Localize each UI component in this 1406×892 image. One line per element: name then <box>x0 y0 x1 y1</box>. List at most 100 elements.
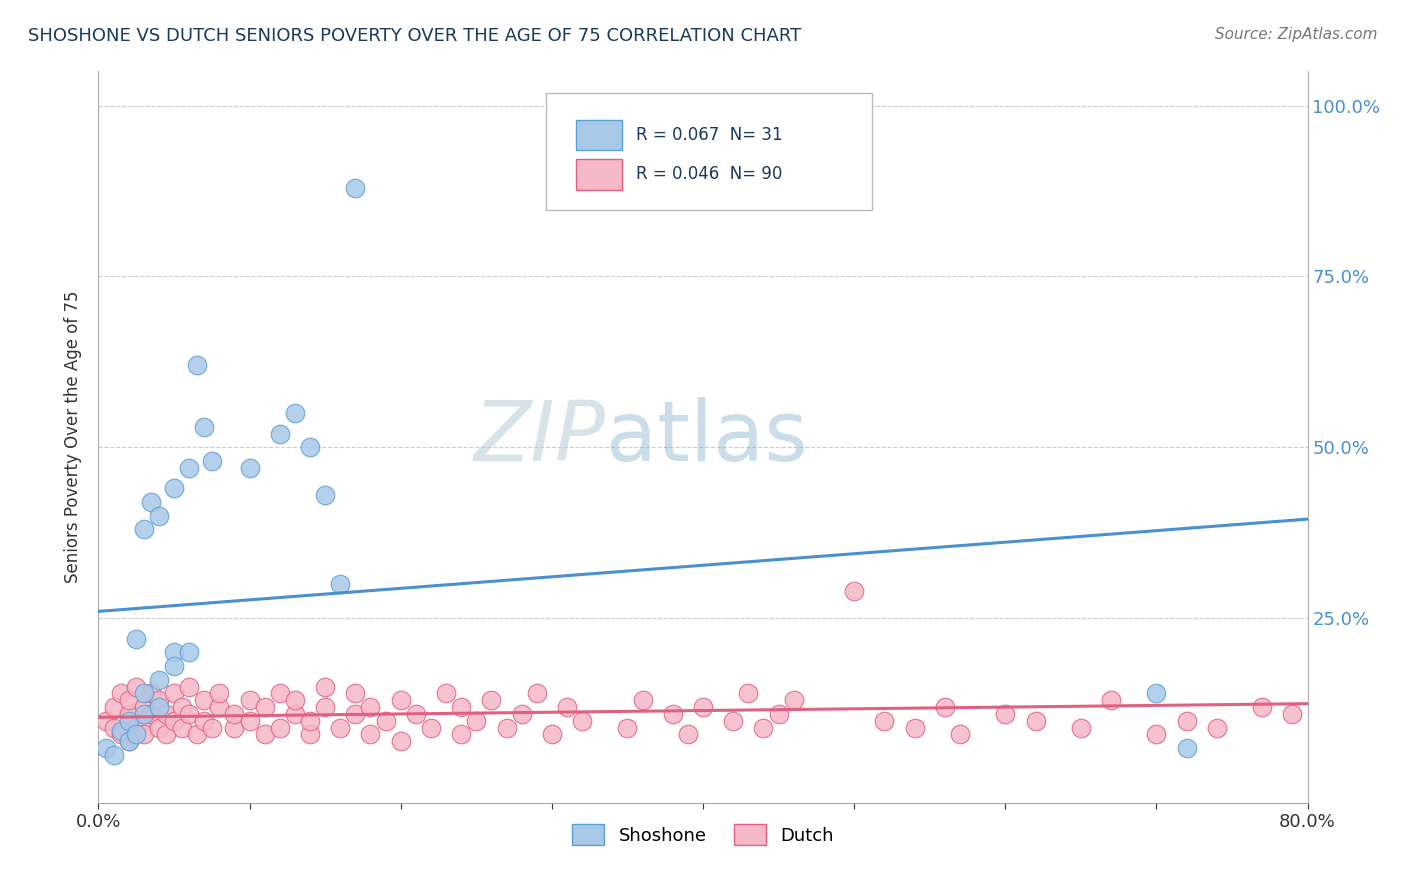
Point <box>208 686 231 700</box>
Point <box>783 693 806 707</box>
Point <box>239 693 262 707</box>
Point <box>1024 714 1046 728</box>
Point <box>186 727 208 741</box>
Point <box>125 632 148 646</box>
Point <box>344 706 367 721</box>
Point <box>132 522 155 536</box>
Text: ZIP: ZIP <box>474 397 606 477</box>
Point <box>141 686 163 700</box>
Point <box>389 734 412 748</box>
Point <box>253 700 276 714</box>
Point <box>148 508 170 523</box>
Point <box>284 406 307 420</box>
Point <box>571 714 593 728</box>
Point <box>179 680 201 694</box>
Point <box>163 481 186 495</box>
Point <box>374 714 396 728</box>
Point <box>360 700 382 714</box>
Point <box>201 721 224 735</box>
Point <box>344 180 367 194</box>
Point <box>949 727 972 741</box>
Point <box>125 680 148 694</box>
Point <box>676 727 699 741</box>
Point <box>314 680 336 694</box>
Point <box>269 721 291 735</box>
Point <box>110 686 132 700</box>
Point <box>389 693 412 707</box>
Point <box>94 714 117 728</box>
Text: Source: ZipAtlas.com: Source: ZipAtlas.com <box>1215 27 1378 42</box>
Point <box>661 706 683 721</box>
Point <box>179 645 201 659</box>
Point <box>768 706 790 721</box>
FancyBboxPatch shape <box>576 120 621 151</box>
Point <box>737 686 759 700</box>
Point <box>510 706 533 721</box>
Point <box>94 741 117 756</box>
Point <box>299 714 322 728</box>
Point <box>344 686 367 700</box>
Text: R = 0.046  N= 90: R = 0.046 N= 90 <box>637 166 783 184</box>
Point <box>193 693 215 707</box>
Point <box>239 714 262 728</box>
Point <box>555 700 578 714</box>
Point <box>201 454 224 468</box>
Point <box>186 359 208 373</box>
Point <box>132 700 155 714</box>
Point <box>110 727 132 741</box>
Point <box>1099 693 1122 707</box>
Y-axis label: Seniors Poverty Over the Age of 75: Seniors Poverty Over the Age of 75 <box>65 291 83 583</box>
Point <box>118 734 141 748</box>
Point <box>904 721 927 735</box>
Legend: Shoshone, Dutch: Shoshone, Dutch <box>565 817 841 852</box>
Point <box>1144 727 1167 741</box>
Point <box>110 724 132 739</box>
Point <box>495 721 517 735</box>
Point <box>193 714 215 728</box>
Point <box>132 714 155 728</box>
Point <box>103 721 125 735</box>
Point <box>132 727 155 741</box>
FancyBboxPatch shape <box>546 94 872 211</box>
Point <box>994 706 1017 721</box>
Point <box>540 727 562 741</box>
Point <box>103 700 125 714</box>
Point <box>224 706 246 721</box>
Point <box>450 727 472 741</box>
Point <box>631 693 654 707</box>
Point <box>132 686 155 700</box>
Point <box>253 727 276 741</box>
Point <box>329 577 352 591</box>
Text: R = 0.067  N= 31: R = 0.067 N= 31 <box>637 126 783 144</box>
Point <box>284 693 307 707</box>
Point <box>148 673 170 687</box>
Point <box>179 460 201 475</box>
Point <box>299 440 322 454</box>
Point <box>450 700 472 714</box>
Point <box>465 714 488 728</box>
Point <box>170 700 193 714</box>
Point <box>723 714 745 728</box>
Point <box>1175 741 1198 756</box>
FancyBboxPatch shape <box>576 159 621 190</box>
Point <box>269 426 291 441</box>
Point <box>118 693 141 707</box>
Point <box>616 721 638 735</box>
Point <box>179 706 201 721</box>
Point <box>118 734 141 748</box>
Point <box>163 645 186 659</box>
Point <box>405 706 427 721</box>
Point <box>481 693 503 707</box>
Point <box>284 706 307 721</box>
Point <box>118 714 141 728</box>
Point <box>1070 721 1092 735</box>
Point <box>329 721 352 735</box>
Point <box>360 727 382 741</box>
Point <box>148 700 170 714</box>
Point <box>692 700 714 714</box>
Point <box>125 721 148 735</box>
Point <box>163 686 186 700</box>
Point <box>873 714 896 728</box>
Point <box>314 700 336 714</box>
Point <box>224 721 246 735</box>
